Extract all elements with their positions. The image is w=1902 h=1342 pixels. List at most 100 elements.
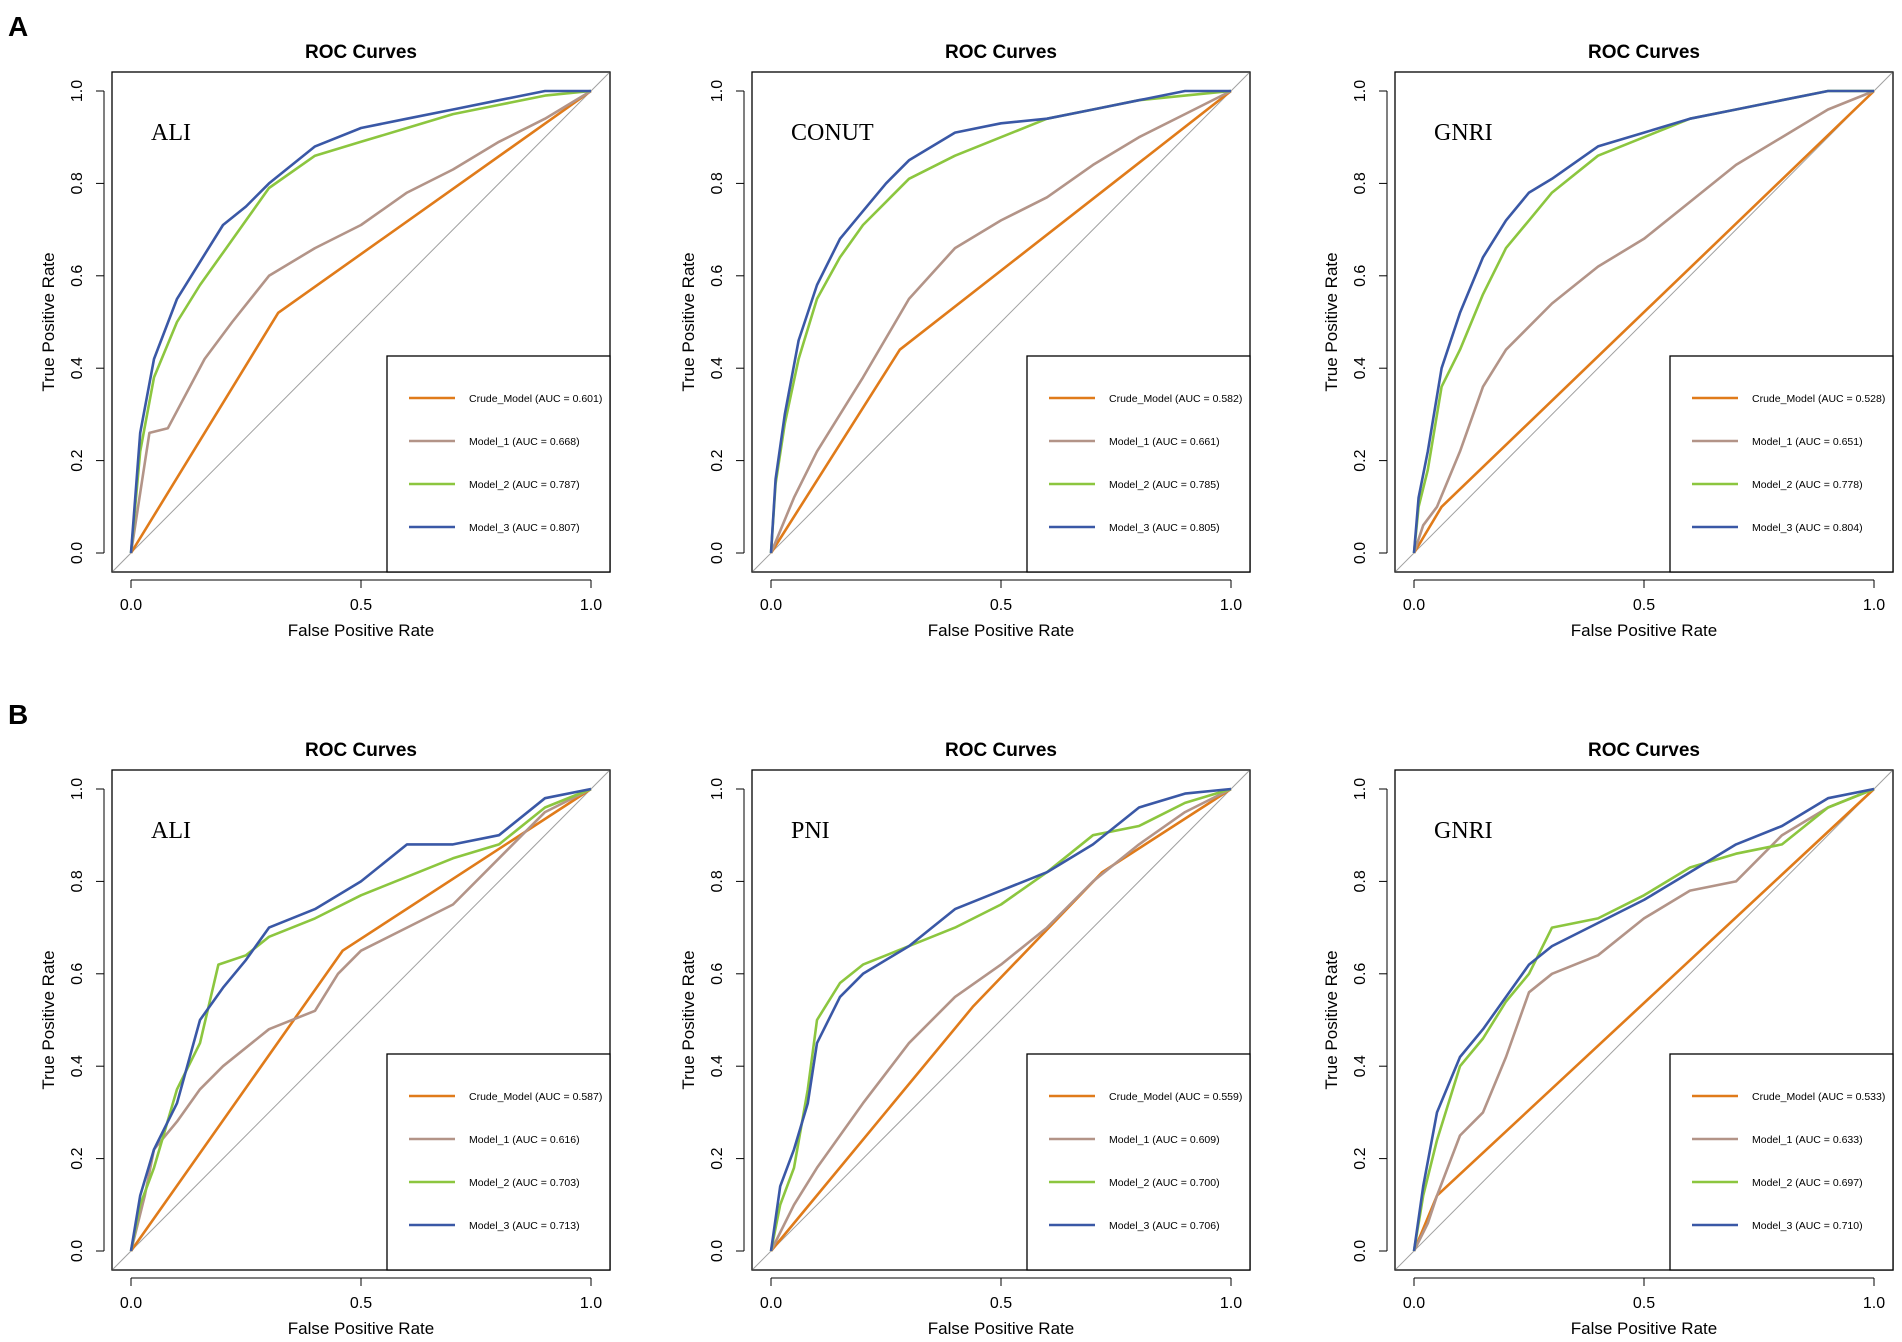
y-tick-label: 0.6 xyxy=(709,963,726,985)
chart-title: ROC Curves xyxy=(1588,42,1700,63)
roc-line-model-2 xyxy=(129,787,592,1252)
x-tick-label: 0.0 xyxy=(1403,597,1425,614)
legend-label: Model_2 (AUC = 0.778) xyxy=(1752,479,1863,491)
roc-line-model-1 xyxy=(769,787,1232,1252)
y-tick-label: 0.6 xyxy=(1352,963,1369,985)
x-tick-label: 0.0 xyxy=(120,597,142,614)
roc-line-model-3 xyxy=(769,89,1231,554)
diagonal-reference-line xyxy=(1395,72,1893,572)
chart-title: ROC Curves xyxy=(305,42,417,63)
x-axis-label: False Positive Rate xyxy=(1571,1319,1717,1338)
plot-frame xyxy=(751,71,1251,573)
roc-line-model-1 xyxy=(1412,89,1875,554)
x-tick-label: 1.0 xyxy=(1863,1295,1885,1312)
legend-box xyxy=(1026,1053,1251,1271)
y-tick-label: 0.2 xyxy=(69,449,86,471)
roc-line-model-3 xyxy=(1412,787,1875,1252)
diagonal-reference-line xyxy=(1395,770,1893,1270)
chart-title: ROC Curves xyxy=(1588,740,1700,761)
chart-title: ROC Curves xyxy=(945,42,1057,63)
legend-label: Model_1 (AUC = 0.633) xyxy=(1752,1134,1863,1146)
x-tick-label: 1.0 xyxy=(1220,597,1242,614)
y-tick-label: 0.0 xyxy=(709,1240,726,1262)
y-tick-label: 0.4 xyxy=(1352,1055,1369,1077)
x-tick-label: 0.5 xyxy=(1633,1295,1655,1312)
y-tick-label: 0.2 xyxy=(709,1147,726,1169)
y-tick-label: 0.2 xyxy=(69,1147,86,1169)
y-tick-label: 0.6 xyxy=(1352,265,1369,287)
legend-label: Model_2 (AUC = 0.785) xyxy=(1109,479,1220,491)
y-tick-label: 0.4 xyxy=(69,1055,86,1077)
inset-label: PNI xyxy=(791,818,830,844)
legend-label: Model_2 (AUC = 0.697) xyxy=(1752,1177,1863,1189)
y-tick-label: 0.8 xyxy=(709,172,726,194)
y-tick-label: 1.0 xyxy=(69,80,86,102)
y-axis-label: True Positive Rate xyxy=(1322,252,1341,391)
row-tag-a: A xyxy=(8,11,28,42)
roc-line-model-3 xyxy=(129,787,592,1252)
x-tick-label: 0.0 xyxy=(1403,1295,1425,1312)
legend-label: Model_2 (AUC = 0.787) xyxy=(469,479,580,491)
y-tick-label: 0.4 xyxy=(709,357,726,379)
legend-label: Model_2 (AUC = 0.703) xyxy=(469,1177,580,1189)
roc-line-model-1 xyxy=(129,89,592,554)
diagonal-reference-line xyxy=(752,72,1250,572)
roc-line-model-1 xyxy=(769,89,1232,554)
legend-label: Model_1 (AUC = 0.668) xyxy=(469,436,580,448)
y-tick-label: 1.0 xyxy=(1352,80,1369,102)
x-tick-label: 0.5 xyxy=(350,597,372,614)
y-tick-label: 1.0 xyxy=(69,778,86,800)
legend: Crude_Model (AUC = 0.601) Model_1 (AUC = … xyxy=(386,355,611,573)
row-tag-b: B xyxy=(8,699,28,730)
x-axis-label: False Positive Rate xyxy=(1571,621,1717,640)
y-tick-label: 1.0 xyxy=(709,778,726,800)
plot-frame xyxy=(111,71,611,573)
inset-label: ALI xyxy=(151,120,191,146)
legend-label: Model_2 (AUC = 0.700) xyxy=(1109,1177,1220,1189)
inset-label: GNRI xyxy=(1434,120,1493,146)
x-tick-label: 0.0 xyxy=(120,1295,142,1312)
legend: Crude_Model (AUC = 0.528) Model_1 (AUC = … xyxy=(1669,355,1894,573)
legend-label: Model_3 (AUC = 0.807) xyxy=(469,522,580,534)
legend-label: Model_3 (AUC = 0.804) xyxy=(1752,522,1863,534)
roc-chart-2: ROC Curves 0.0 0.5 1.0 0.0 0.2 0.4 0.6 0.8 1.0 Fal… xyxy=(679,42,1251,640)
legend: Crude_Model (AUC = 0.559) Model_1 (AUC = … xyxy=(1026,1053,1251,1271)
plot-frame xyxy=(111,769,611,1271)
y-tick-label: 0.0 xyxy=(69,542,86,564)
roc-line-crude-model xyxy=(769,89,1232,554)
plot-frame xyxy=(1394,71,1894,573)
legend-label: Crude_Model (AUC = 0.587) xyxy=(469,1091,602,1103)
diagonal-reference-line xyxy=(112,770,610,1270)
roc-chart-4: ROC Curves 0.0 0.5 1.0 0.0 0.2 0.4 0.6 0.8 1.0 Fal… xyxy=(39,740,611,1338)
inset-label: ALI xyxy=(151,818,191,844)
y-tick-label: 0.6 xyxy=(69,265,86,287)
x-axis-label: False Positive Rate xyxy=(928,1319,1074,1338)
legend: Crude_Model (AUC = 0.587) Model_1 (AUC = … xyxy=(386,1053,611,1271)
legend: Crude_Model (AUC = 0.533) Model_1 (AUC = … xyxy=(1669,1053,1894,1271)
x-tick-label: 0.0 xyxy=(760,597,782,614)
roc-chart-3: ROC Curves 0.0 0.5 1.0 0.0 0.2 0.4 0.6 0.8 1.0 Fal… xyxy=(1322,42,1894,640)
roc-line-model-1 xyxy=(1412,787,1875,1252)
roc-line-model-3 xyxy=(769,787,1232,1252)
legend-label: Model_1 (AUC = 0.651) xyxy=(1752,436,1863,448)
roc-chart-6: ROC Curves 0.0 0.5 1.0 0.0 0.2 0.4 0.6 0.8 1.0 Fal… xyxy=(1322,740,1894,1338)
roc-line-model-2 xyxy=(1412,787,1875,1252)
x-axis-label: False Positive Rate xyxy=(288,1319,434,1338)
y-axis-label: True Positive Rate xyxy=(1322,950,1341,1089)
inset-label: GNRI xyxy=(1434,818,1493,844)
x-axis-label: False Positive Rate xyxy=(928,621,1074,640)
roc-line-crude-model xyxy=(769,787,1232,1252)
legend-label: Crude_Model (AUC = 0.582) xyxy=(1109,393,1242,405)
legend-label: Crude_Model (AUC = 0.601) xyxy=(469,393,602,405)
y-tick-label: 0.8 xyxy=(1352,870,1369,892)
y-axis-label: True Positive Rate xyxy=(679,950,698,1089)
legend-box xyxy=(1026,355,1251,573)
legend-label: Model_3 (AUC = 0.706) xyxy=(1109,1220,1220,1232)
legend-box xyxy=(1669,1053,1894,1271)
legend-label: Model_1 (AUC = 0.661) xyxy=(1109,436,1220,448)
y-tick-label: 0.2 xyxy=(709,449,726,471)
y-tick-label: 0.4 xyxy=(1352,357,1369,379)
y-tick-label: 0.8 xyxy=(69,870,86,892)
roc-chart-5: ROC Curves 0.0 0.5 1.0 0.0 0.2 0.4 0.6 0.8 1.0 Fal… xyxy=(679,740,1251,1338)
